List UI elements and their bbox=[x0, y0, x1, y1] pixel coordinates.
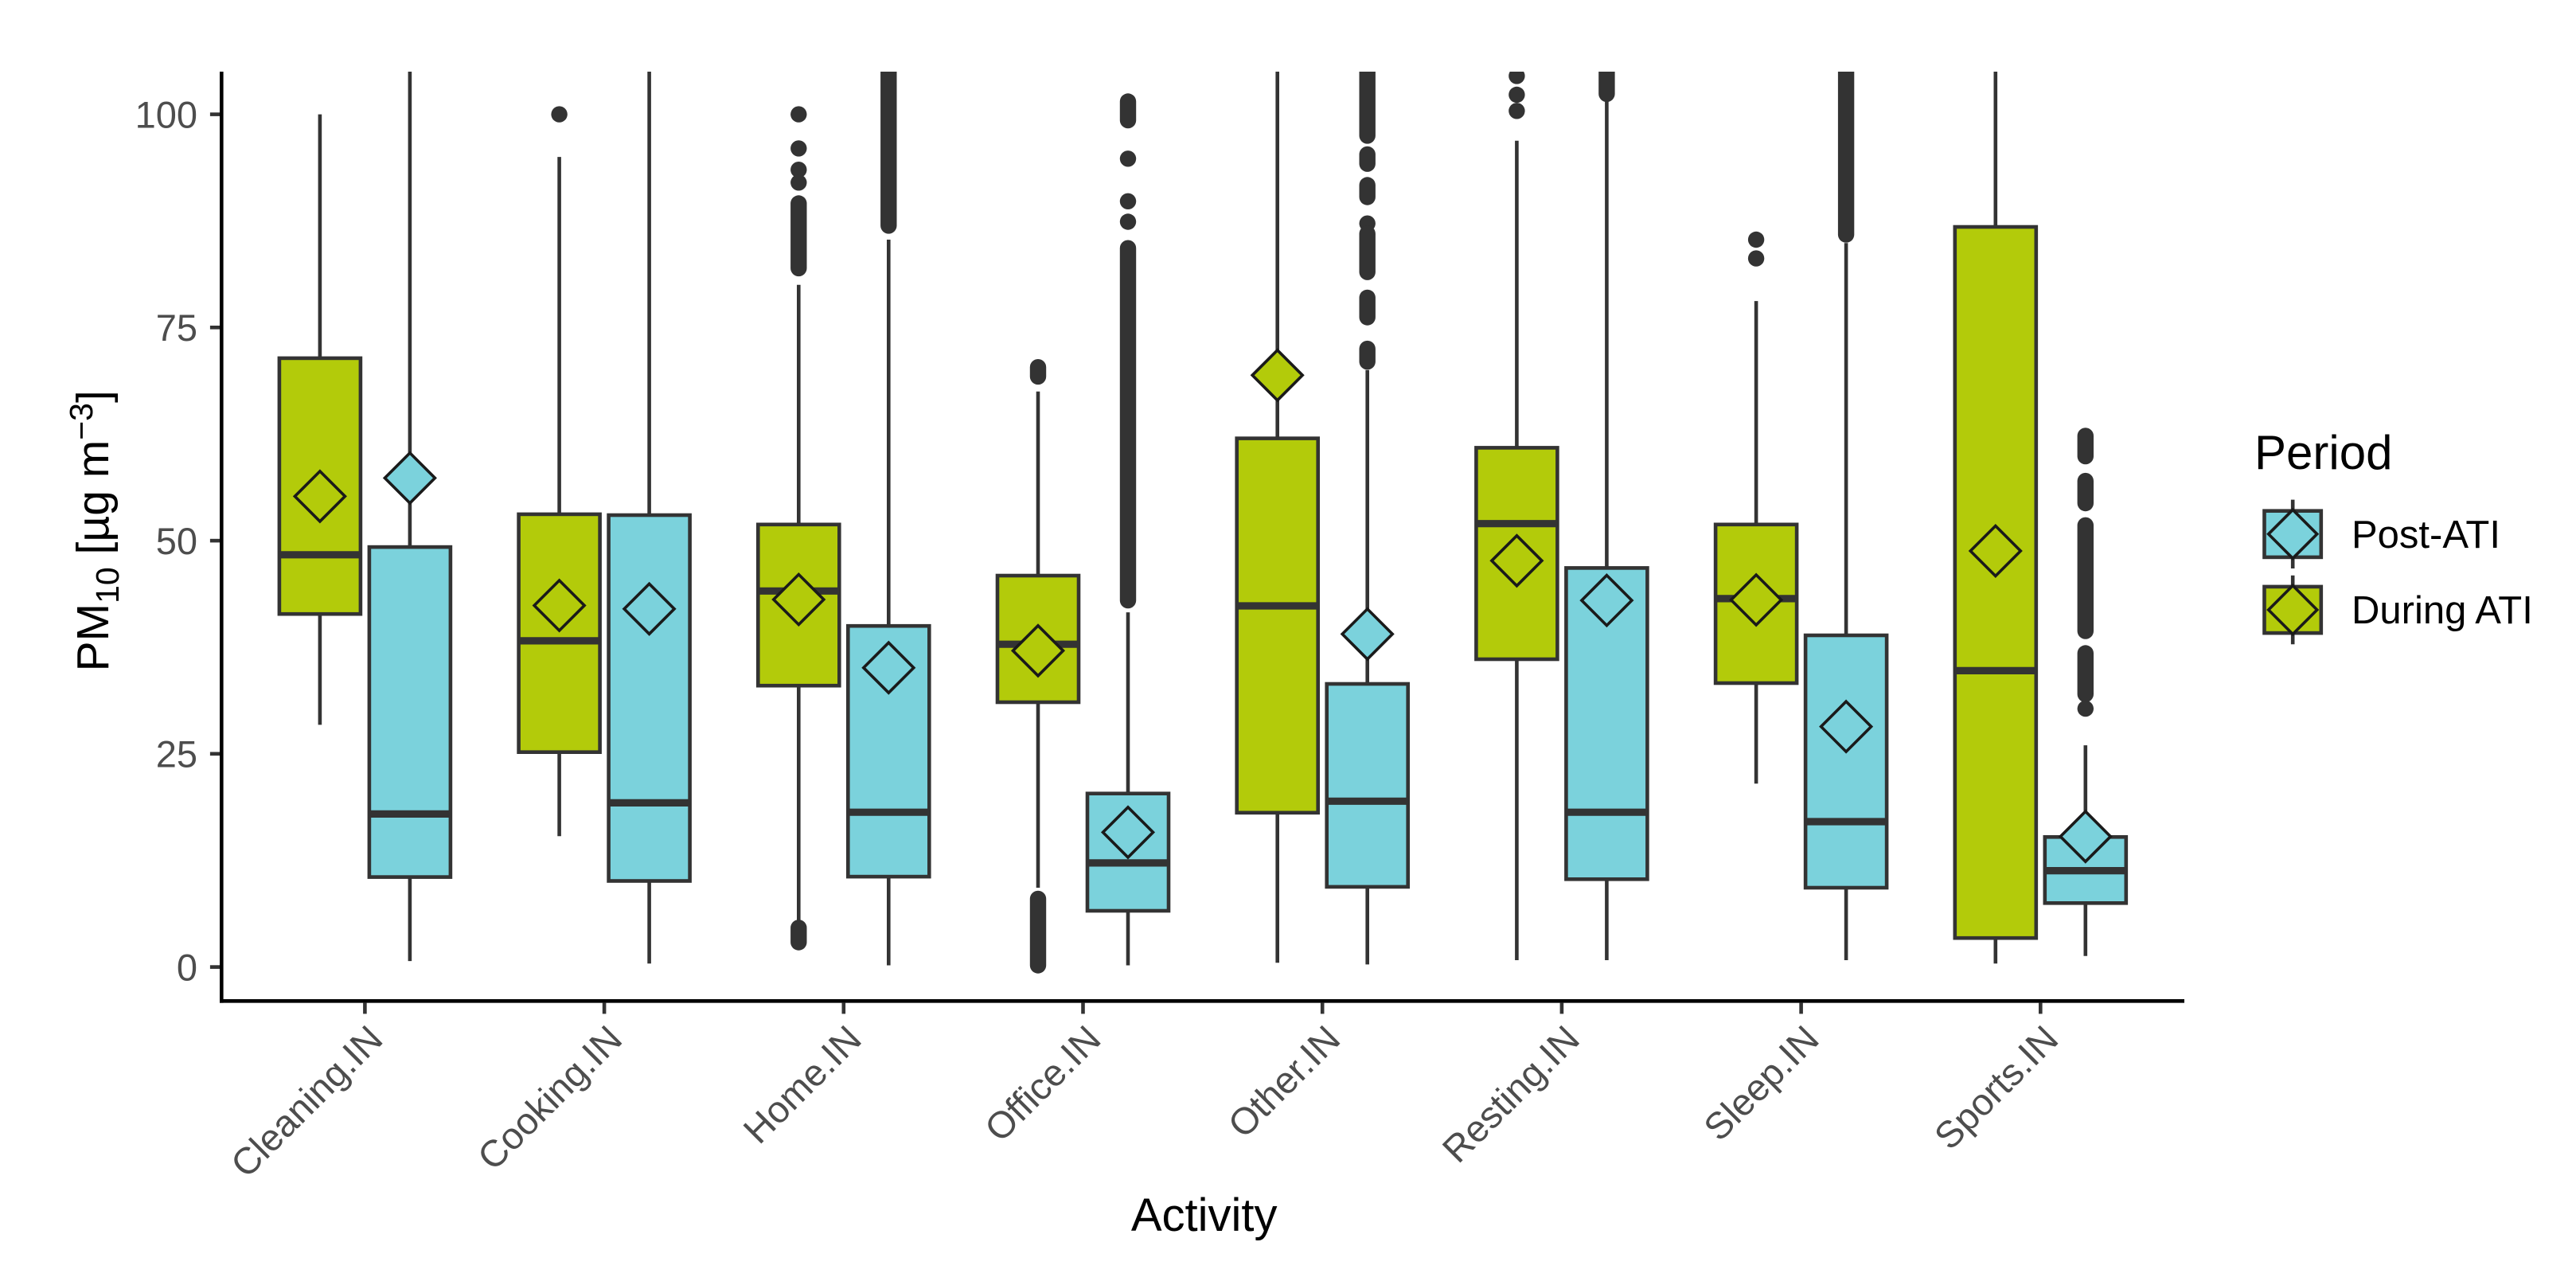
svg-text:Period: Period bbox=[2254, 426, 2392, 479]
svg-text:Post-ATI: Post-ATI bbox=[2352, 514, 2500, 557]
svg-text:75: 75 bbox=[156, 307, 197, 349]
svg-text:25: 25 bbox=[156, 733, 197, 775]
svg-text:0: 0 bbox=[177, 946, 197, 988]
svg-text:100: 100 bbox=[135, 93, 197, 135]
svg-text:50: 50 bbox=[156, 520, 197, 562]
svg-text:Activity: Activity bbox=[1131, 1189, 1278, 1241]
svg-text:During ATI: During ATI bbox=[2352, 589, 2533, 632]
svg-text:PM10 [µg m−3]: PM10 [µg m−3] bbox=[63, 390, 126, 671]
